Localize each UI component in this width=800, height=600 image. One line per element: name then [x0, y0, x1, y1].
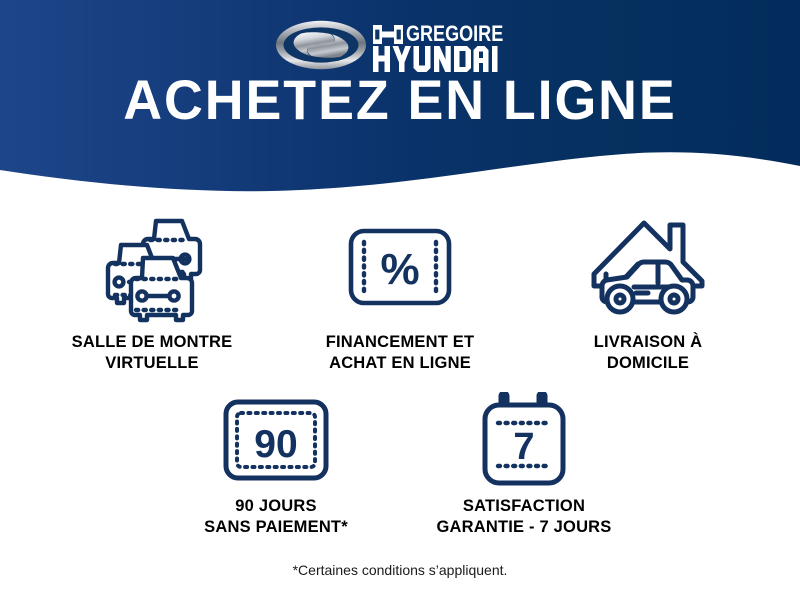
feature-label-line1: 90 JOURS	[235, 497, 317, 515]
feature-label-line2: GARANTIE - 7 JOURS	[436, 518, 612, 536]
feature-label-line1: SATISFACTION	[462, 497, 586, 515]
feature-label: 90 JOURS SANS PAIEMENT*	[204, 496, 348, 538]
ninety-days-card-icon: 90	[223, 399, 329, 481]
gregoire-h-mark-icon	[373, 24, 404, 44]
features-row-bottom: 90 90 JOURS SANS PAIEMENT* 7	[0, 390, 800, 538]
percent-card-icon: %	[348, 228, 452, 306]
feature-icon-container	[93, 208, 211, 326]
feature-icon-container	[588, 208, 708, 326]
header-content: GREGOIRE	[0, 0, 800, 160]
page-title: ACHETEZ EN LIGNE	[123, 68, 677, 131]
three-cars-icon	[105, 218, 203, 323]
feature-virtual-showroom: SALLE DE MONTRE VIRTUELLE	[28, 208, 276, 374]
house-with-car-icon	[591, 220, 705, 315]
ninety-value: 90	[254, 423, 297, 466]
feature-icon-container: 90	[223, 390, 329, 490]
calendar-seven-icon: 7	[482, 392, 566, 486]
disclaimer-text: *Certaines conditions s’appliquent.	[292, 562, 508, 578]
hyundai-wordmark	[373, 45, 498, 72]
feature-label-line1: LIVRAISON À	[593, 333, 703, 351]
dealer-name-text: GREGOIRE	[406, 20, 504, 46]
feature-label: LIVRAISON À DOMICILE	[594, 332, 703, 374]
seven-value: 7	[513, 426, 534, 468]
feature-label-line2: SANS PAIEMENT*	[204, 518, 348, 536]
percent-symbol: %	[380, 245, 419, 294]
feature-label-line2: VIRTUELLE	[105, 354, 199, 372]
features-row-top: SALLE DE MONTRE VIRTUELLE % FINANCEMENT …	[0, 208, 800, 374]
gregoire-row: GREGOIRE	[373, 19, 525, 44]
header-wave-shape	[0, 0, 800, 192]
feature-home-delivery: LIVRAISON À DOMICILE	[524, 208, 772, 374]
feature-icon-container: %	[348, 208, 452, 326]
header-banner: GREGOIRE	[0, 0, 800, 200]
feature-label-line2: DOMICILE	[606, 354, 690, 372]
feature-label: SALLE DE MONTRE VIRTUELLE	[72, 332, 233, 374]
feature-icon-container: 7	[476, 390, 572, 490]
brand-logo-lockup: GREGOIRE	[0, 14, 800, 76]
feature-online-financing: % FINANCEMENT ET ACHAT EN LIGNE	[276, 208, 524, 374]
feature-label: SATISFACTION GARANTIE - 7 JOURS	[436, 496, 611, 538]
feature-label-line1: FINANCEMENT ET	[325, 333, 475, 351]
hyundai-emblem-icon	[276, 20, 367, 70]
feature-ninety-days-no-payment: 90 90 JOURS SANS PAIEMENT*	[152, 390, 400, 538]
feature-label-line1: SALLE DE MONTRE	[71, 333, 233, 351]
feature-label: FINANCEMENT ET ACHAT EN LIGNE	[326, 332, 475, 374]
feature-label-line2: ACHAT EN LIGNE	[329, 354, 471, 372]
dealer-wordmarks: GREGOIRE	[373, 17, 525, 73]
feature-satisfaction-guarantee: 7 SATISFACTION GARANTIE - 7 JOURS	[400, 390, 648, 538]
